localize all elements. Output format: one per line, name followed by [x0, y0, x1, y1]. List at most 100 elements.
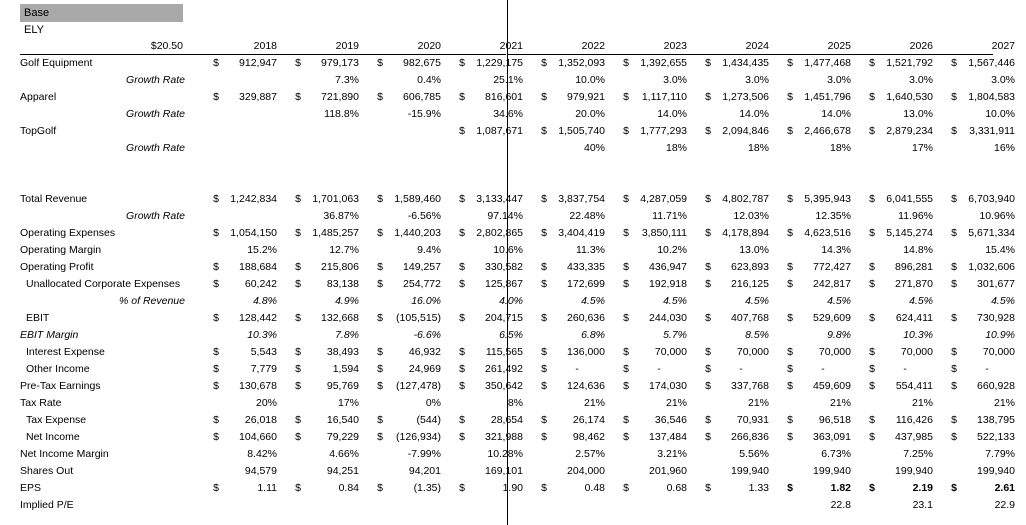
value-cell[interactable]: 40% — [583, 142, 605, 154]
row-label[interactable] — [20, 174, 195, 191]
value-cell[interactable]: 2.61 — [994, 482, 1015, 494]
value-cell[interactable]: 115,565 — [485, 346, 523, 358]
value-cell[interactable]: 34.6% — [493, 108, 523, 120]
value-cell[interactable] — [385, 174, 441, 191]
value-cell[interactable]: 1,777,293 — [640, 125, 687, 137]
value-cell[interactable]: 979,921 — [567, 91, 605, 103]
value-cell[interactable]: - — [821, 363, 825, 375]
row-label[interactable]: Implied P/E — [20, 499, 74, 511]
row-label[interactable]: Golf Equipment — [20, 57, 93, 69]
value-cell[interactable]: 21% — [993, 397, 1015, 409]
value-cell[interactable]: 36.87% — [323, 210, 359, 222]
value-cell[interactable]: 1,521,792 — [886, 57, 933, 69]
value-cell[interactable] — [221, 72, 277, 89]
value-cell[interactable]: 337,768 — [731, 380, 769, 392]
value-cell[interactable]: 94,579 — [244, 465, 277, 477]
value-cell[interactable]: 330,582 — [485, 261, 523, 273]
value-cell[interactable]: 25.1% — [493, 74, 523, 86]
value-cell[interactable]: 4,178,894 — [722, 227, 769, 239]
value-cell[interactable]: 554,411 — [895, 380, 933, 392]
value-cell[interactable]: 1.82 — [830, 482, 851, 494]
row-label[interactable]: Net Income Margin — [20, 448, 109, 460]
value-cell[interactable]: - — [903, 363, 907, 375]
value-cell[interactable]: 4.5% — [909, 295, 933, 307]
value-cell[interactable] — [303, 497, 359, 514]
value-cell[interactable]: 4.9% — [335, 295, 359, 307]
value-cell[interactable]: 70,000 — [818, 346, 851, 358]
row-label[interactable]: Other Income — [26, 363, 90, 375]
value-cell[interactable]: 11.96% — [898, 210, 933, 222]
value-cell[interactable]: 266,836 — [731, 431, 769, 443]
value-cell[interactable]: 772,427 — [813, 261, 851, 273]
value-cell[interactable]: (127,478) — [396, 380, 441, 392]
value-cell[interactable]: 21% — [665, 397, 687, 409]
value-cell[interactable]: (1.35) — [413, 482, 441, 494]
value-cell[interactable]: 14.3% — [821, 244, 851, 256]
value-cell[interactable]: 199,940 — [731, 465, 769, 477]
value-cell[interactable]: 2,094,846 — [722, 125, 769, 137]
value-cell[interactable]: 3.0% — [745, 74, 769, 86]
value-cell[interactable]: 18% — [665, 142, 687, 154]
price-cell[interactable]: $20.50 — [150, 40, 183, 52]
value-cell[interactable]: 130,678 — [239, 380, 277, 392]
value-cell[interactable]: 12.03% — [733, 210, 769, 222]
value-cell[interactable]: 3.0% — [663, 74, 687, 86]
value-cell[interactable]: 2,466,678 — [804, 125, 851, 137]
value-cell[interactable]: 3,331,911 — [969, 125, 1015, 137]
value-cell[interactable]: 2,802,865 — [476, 227, 523, 239]
value-cell[interactable]: 4.5% — [827, 295, 851, 307]
value-cell[interactable]: 70,000 — [900, 346, 933, 358]
value-cell[interactable]: 21% — [583, 397, 605, 409]
year-header-2021[interactable]: 2021 — [499, 40, 523, 52]
value-cell[interactable]: 10.2% — [657, 244, 687, 256]
value-cell[interactable]: 261,492 — [485, 363, 523, 375]
year-header-2022[interactable]: 2022 — [581, 40, 605, 52]
row-label[interactable]: Unallocated Corporate Expenses — [26, 278, 181, 290]
value-cell[interactable]: 1,117,110 — [641, 91, 687, 103]
value-cell[interactable]: 10.3% — [247, 329, 277, 341]
value-cell[interactable]: 7,779 — [250, 363, 277, 375]
value-cell[interactable]: 3.0% — [909, 74, 933, 86]
value-cell[interactable] — [303, 123, 359, 140]
value-cell[interactable]: 70,931 — [736, 414, 769, 426]
value-cell[interactable]: 1,589,460 — [394, 193, 441, 205]
value-cell[interactable]: 204,715 — [485, 312, 523, 324]
value-cell[interactable]: 301,677 — [977, 278, 1015, 290]
year-header-2026[interactable]: 2026 — [909, 40, 933, 52]
row-label[interactable]: EBIT — [26, 312, 50, 324]
value-cell[interactable]: 215,806 — [321, 261, 359, 273]
value-cell[interactable]: 5,395,943 — [804, 193, 851, 205]
value-cell[interactable] — [467, 157, 523, 174]
value-cell[interactable]: 12.35% — [815, 210, 851, 222]
value-cell[interactable]: 3.0% — [827, 74, 851, 86]
value-cell[interactable]: 20% — [255, 397, 277, 409]
value-cell[interactable] — [303, 140, 359, 157]
value-cell[interactable]: 1,229,175 — [476, 57, 523, 69]
value-cell[interactable]: 6.73% — [821, 448, 851, 460]
value-cell[interactable]: 660,928 — [977, 380, 1015, 392]
value-cell[interactable]: (544) — [416, 414, 441, 426]
value-cell[interactable] — [959, 157, 1015, 174]
value-cell[interactable]: -6.56% — [407, 210, 441, 222]
value-cell[interactable]: 271,870 — [895, 278, 933, 290]
value-cell[interactable] — [631, 497, 687, 514]
value-cell[interactable]: 437,985 — [895, 431, 933, 443]
value-cell[interactable] — [795, 174, 851, 191]
value-cell[interactable]: 216,125 — [731, 278, 769, 290]
value-cell[interactable]: 7.25% — [903, 448, 933, 460]
value-cell[interactable]: 4.5% — [745, 295, 769, 307]
value-cell[interactable]: 204,000 — [567, 465, 605, 477]
value-cell[interactable] — [467, 174, 523, 191]
value-cell[interactable]: 7.79% — [985, 448, 1015, 460]
value-cell[interactable] — [713, 157, 769, 174]
row-label[interactable]: EPS — [20, 482, 42, 494]
row-label[interactable] — [20, 157, 195, 174]
value-cell[interactable]: 137,484 — [649, 431, 687, 443]
year-header-2025[interactable]: 2025 — [827, 40, 851, 52]
value-cell[interactable]: 1,804,583 — [968, 91, 1015, 103]
value-cell[interactable]: 12.7% — [329, 244, 359, 256]
value-cell[interactable]: 1,242,834 — [230, 193, 277, 205]
value-cell[interactable]: 329,887 — [239, 91, 277, 103]
value-cell[interactable]: 70,000 — [654, 346, 687, 358]
value-cell[interactable]: - — [739, 363, 743, 375]
